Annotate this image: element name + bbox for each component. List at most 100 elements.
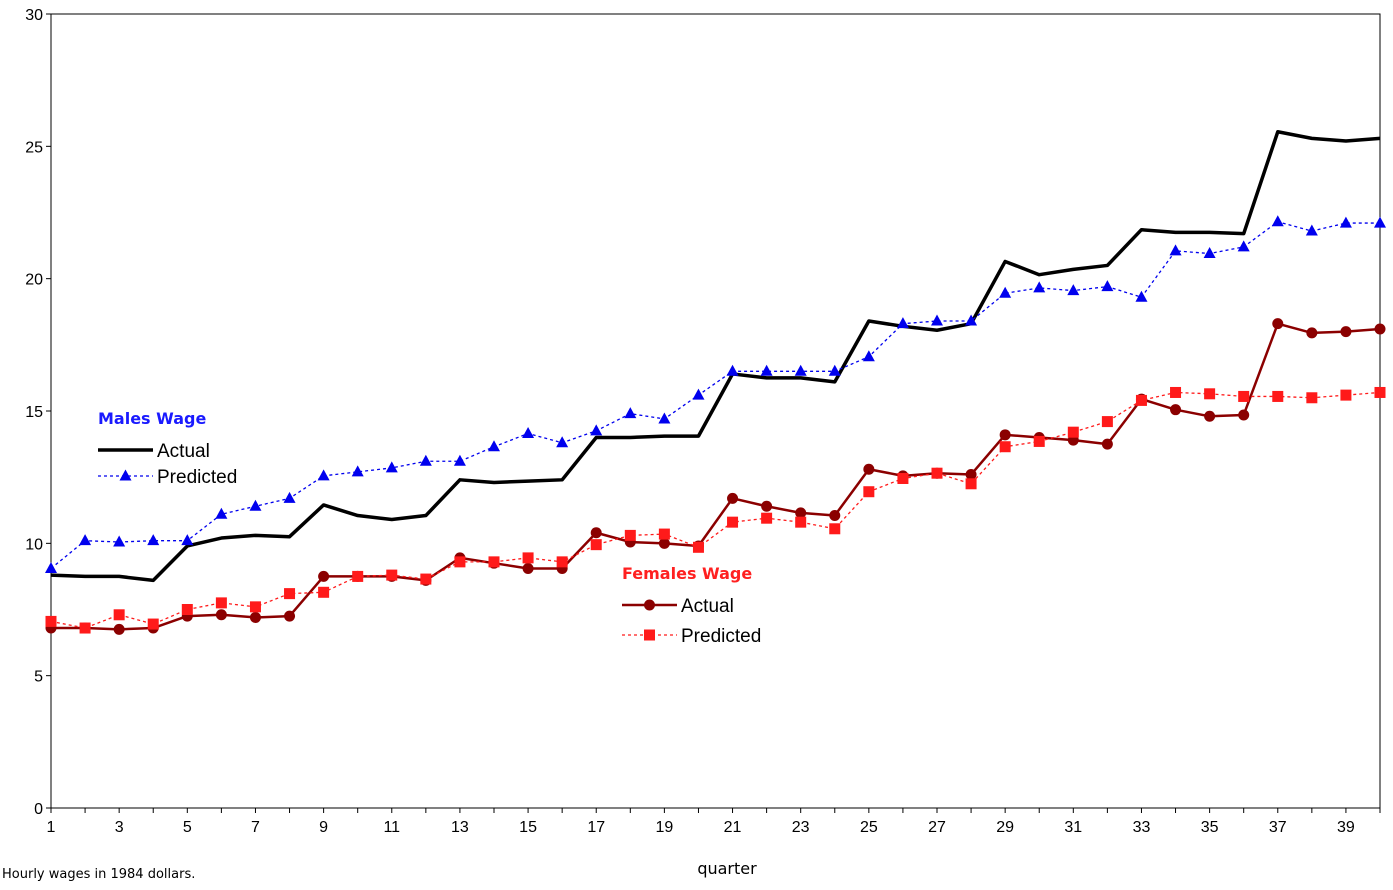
legend-label: Predicted — [157, 467, 237, 488]
male-predicted-point — [283, 491, 296, 503]
x-axis-ticks: 1 3 5 7 9 11 13 15 17 19 21 23 25 27 29 31 33 35 37 39 — [47, 808, 1381, 836]
male-predicted-point — [1033, 281, 1046, 293]
female-predicted-point — [829, 523, 841, 535]
legends: Males Wage Actual Predicted Females Wage Act… — [98, 409, 761, 647]
female-predicted-point — [1272, 390, 1284, 402]
x-tick-label: 33 — [1133, 819, 1151, 836]
female-predicted-point — [318, 586, 330, 598]
female-actual-point — [727, 492, 739, 504]
male-predicted-line — [50, 221, 1380, 569]
x-tick-label: 9 — [319, 819, 328, 836]
x-tick-label: 1 — [47, 819, 56, 836]
y-tick-label: 30 — [25, 7, 43, 24]
x-tick-label: 37 — [1269, 819, 1287, 836]
female-predicted-point — [420, 573, 432, 585]
female-predicted-point — [1067, 426, 1079, 438]
y-axis-ticks: 0 5 10 15 20 25 30 — [25, 7, 51, 818]
female-predicted-point — [147, 618, 159, 630]
female-predicted-point — [454, 556, 466, 568]
male-predicted-point — [692, 388, 705, 400]
male-predicted-point — [1169, 244, 1182, 256]
male-predicted-series — [45, 215, 1386, 573]
female-actual-point — [1238, 409, 1250, 421]
x-axis-label: quarter — [697, 859, 757, 878]
male-predicted-point — [351, 465, 364, 477]
female-actual-point — [761, 500, 773, 512]
male-predicted-point — [556, 436, 569, 448]
x-tick-label: 21 — [724, 819, 742, 836]
male-predicted-point — [45, 561, 57, 573]
female-predicted-point — [181, 604, 193, 615]
females-legend: Females Wage Actual Predicted — [622, 564, 761, 647]
female-predicted-point — [590, 539, 602, 551]
male-predicted-point — [828, 364, 841, 376]
males-legend: Males Wage Actual Predicted — [98, 409, 237, 488]
x-tick-label: 39 — [1337, 819, 1355, 836]
x-tick-label: 15 — [519, 819, 537, 836]
female-actual-point — [1204, 410, 1216, 422]
y-tick-label: 5 — [34, 669, 43, 686]
female-actual-point — [863, 463, 875, 475]
male-predicted-point — [1339, 216, 1352, 228]
female-predicted-point — [658, 528, 670, 540]
female-actual-point — [113, 623, 125, 635]
male-predicted-point — [385, 461, 398, 473]
female-predicted-point — [761, 512, 773, 524]
female-actual-point — [795, 507, 807, 519]
y-tick-label: 25 — [25, 139, 43, 156]
female-predicted-point — [897, 472, 909, 484]
male-predicted-point — [419, 454, 432, 466]
male-predicted-point — [1237, 240, 1250, 252]
female-actual-point — [1306, 327, 1318, 339]
male-predicted-point — [658, 412, 671, 424]
male-predicted-point — [862, 350, 875, 362]
y-tick-label: 20 — [25, 272, 43, 289]
x-tick-label: 29 — [996, 819, 1014, 836]
female-predicted-point — [795, 516, 807, 528]
x-tick-label: 19 — [655, 819, 673, 836]
female-predicted-point — [692, 541, 704, 553]
female-predicted-point — [522, 552, 534, 564]
male-predicted-point — [215, 507, 228, 519]
y-tick-label: 10 — [25, 536, 43, 553]
male-predicted-point — [965, 314, 978, 326]
male-predicted-point — [1101, 280, 1114, 292]
female-predicted-point — [556, 556, 568, 568]
male-predicted-point — [794, 364, 807, 376]
legend-title: Males Wage — [98, 409, 206, 428]
female-predicted-point — [1204, 388, 1216, 400]
x-tick-label: 31 — [1064, 819, 1082, 836]
male-predicted-point — [760, 364, 773, 376]
female-predicted-point — [1306, 392, 1318, 404]
female-actual-line — [51, 322, 1381, 631]
female-actual-point — [1170, 404, 1182, 416]
female-predicted-point — [1374, 386, 1386, 398]
x-tick-label: 35 — [1201, 819, 1219, 836]
female-actual-point — [1272, 318, 1284, 330]
x-tick-label: 3 — [115, 819, 124, 836]
x-tick-label: 13 — [451, 819, 469, 836]
female-actual-point — [1374, 323, 1386, 335]
x-tick-label: 11 — [383, 819, 400, 836]
male-predicted-point — [147, 534, 160, 546]
female-actual-point — [1101, 438, 1113, 450]
x-tick-label: 5 — [183, 819, 192, 836]
female-actual-point — [249, 611, 261, 623]
male-predicted-point — [1067, 284, 1080, 296]
female-actual-point — [318, 570, 330, 582]
x-tick-label: 25 — [860, 819, 878, 836]
male-predicted-point — [113, 535, 126, 547]
female-actual-point — [284, 610, 296, 622]
female-actual-point — [965, 469, 977, 481]
female-predicted-point — [1135, 394, 1147, 406]
units-note: Hourly wages in 1984 dollars. — [2, 867, 195, 882]
series-lines — [45, 130, 1386, 635]
male-actual-series — [50, 130, 1381, 583]
male-predicted-point — [999, 286, 1012, 298]
female-actual-point — [215, 609, 227, 621]
x-tick-label: 27 — [928, 819, 946, 836]
male-predicted-point — [1203, 247, 1216, 259]
female-actual-point — [999, 429, 1011, 441]
legend-label: Actual — [157, 441, 210, 462]
